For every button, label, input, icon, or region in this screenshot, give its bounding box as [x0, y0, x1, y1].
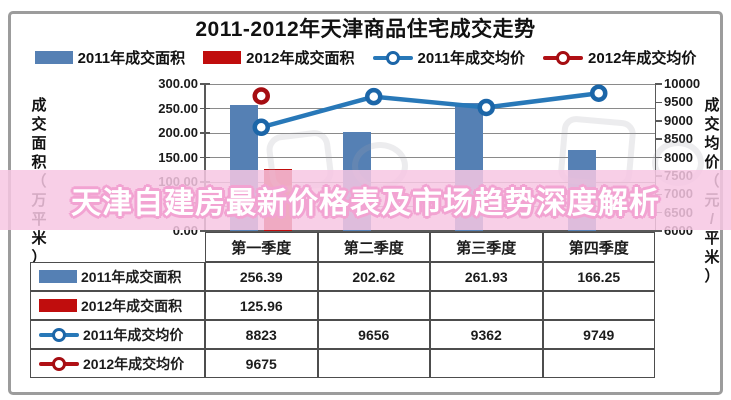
bar-swatch-icon	[39, 299, 77, 312]
right-axis-tick-label: 9500	[664, 94, 693, 110]
bottom-axis-line	[205, 230, 655, 232]
legend-label: 2011年成交均价	[417, 50, 526, 67]
table-header-cell: 第三季度	[430, 232, 543, 262]
left-axis-tick-label: 200.00	[158, 125, 198, 140]
marker-2011年成交均价-q4	[590, 84, 608, 102]
line-marker-swatch-icon	[543, 50, 584, 66]
swatch-ring	[52, 327, 66, 342]
marker-2011年成交均价-q1	[252, 118, 270, 137]
axis-title-char: 成	[704, 97, 720, 114]
legend-label: 2012年成交面积	[246, 50, 355, 67]
table-row-label: 2012年成交均价	[30, 349, 205, 378]
left-axis-tick-label: 250.00	[158, 100, 198, 116]
table-cell: 9675	[205, 349, 318, 378]
overlay-banner-text: 天津自建房最新价格表及市场趋势深度解析	[71, 187, 660, 220]
table-cell: 261.93	[430, 262, 543, 291]
axis-title-char: 平	[704, 230, 720, 247]
right-axis-tick	[655, 230, 662, 232]
table-cell: 9362	[430, 320, 543, 349]
gridline	[205, 108, 655, 109]
table-row-label-text: 2012年成交面积	[81, 297, 183, 314]
axis-title-char: 均	[704, 135, 720, 152]
gridline	[205, 157, 655, 158]
legend-item-2: 2012年成交面积	[203, 47, 355, 68]
gridline	[205, 132, 655, 134]
left-axis-tick-label: 300.00	[158, 76, 198, 91]
table-cell: 9656	[317, 320, 430, 349]
table-header-cell: 第一季度	[205, 232, 318, 262]
table-cell: 202.62	[317, 262, 430, 291]
axis-title-char: 成	[31, 97, 47, 114]
table-row-label-text: 2012年成交均价	[83, 355, 185, 372]
table-cell	[430, 291, 543, 320]
left-axis-tick-label: 150.00	[158, 149, 198, 165]
table-cell	[317, 291, 430, 320]
bar-swatch-icon	[34, 51, 73, 64]
swatch-ring	[556, 50, 571, 65]
bar-swatch-icon	[203, 51, 242, 64]
line-series-layer	[252, 84, 608, 137]
legend-item-1: 2011年成交面积	[34, 47, 186, 68]
table-row-label-text: 2011年成交面积	[81, 268, 182, 285]
swatch-ring	[385, 50, 400, 65]
axis-title-char: ）	[704, 268, 720, 285]
overlay-banner: 天津自建房最新价格表及市场趋势深度解析	[0, 170, 731, 230]
bar-swatch-icon	[39, 270, 77, 283]
right-axis-tick	[655, 83, 662, 85]
marker-2012年成交均价-q1	[252, 87, 270, 105]
legend-label: 2011年成交面积	[77, 50, 186, 67]
marker-2011年成交均价-q3	[477, 98, 495, 117]
axis-title-char: 米	[31, 230, 47, 247]
line-marker-swatch-icon	[39, 356, 79, 372]
table-row-label: 2011年成交均价	[30, 320, 205, 349]
right-axis-tick-label: 10000	[664, 76, 701, 91]
table-cell: 166.25	[542, 262, 655, 291]
line-marker-swatch-icon	[39, 327, 79, 343]
table-cell	[430, 349, 543, 378]
table-header-cell: 第二季度	[317, 232, 430, 262]
table-cell: 8823	[205, 320, 318, 349]
chart-legend: 2011年成交面积 2012年成交面积 2011年成交均价 2012年成交均价	[0, 47, 731, 68]
legend-label: 2012年成交均价	[588, 50, 697, 67]
line-marker-swatch-icon	[372, 50, 413, 66]
axis-title-char: 交	[31, 116, 47, 133]
axis-title-char: 米	[704, 249, 720, 266]
right-axis-tick	[655, 101, 662, 104]
line-2011年成交均价	[259, 90, 601, 130]
table-row-label-text: 2011年成交均价	[83, 326, 184, 343]
left-axis-line	[204, 84, 206, 231]
table-header-cell: 第四季度	[542, 232, 655, 262]
axis-title-char: 交	[704, 116, 720, 133]
table-cell: 125.96	[205, 291, 318, 320]
table-cell	[542, 291, 655, 320]
swatch-ring	[52, 356, 66, 371]
table-row-label: 2011年成交面积	[30, 262, 205, 291]
legend-item-4: 2012年成交均价	[543, 47, 696, 68]
table-row-label: 2012年成交面积	[30, 291, 205, 320]
axis-title-char: ）	[31, 249, 47, 266]
legend-item-3: 2011年成交均价	[372, 47, 526, 68]
right-axis-tick	[655, 120, 662, 122]
table-cell	[317, 349, 430, 378]
gridline	[205, 83, 655, 85]
table-cell: 256.39	[205, 262, 318, 291]
axis-title-char: 积	[31, 154, 47, 171]
marker-2011年成交均价-q2	[365, 87, 383, 106]
table-cell	[542, 349, 655, 378]
axis-title-char: 面	[31, 135, 47, 152]
chart-title: 2011-2012年天津商品住宅成交走势	[195, 18, 536, 41]
right-axis-tick-label: 9000	[664, 112, 693, 128]
axis-title-char: 价	[704, 154, 720, 171]
table-cell: 9749	[542, 320, 655, 349]
right-axis-tick	[655, 138, 662, 140]
